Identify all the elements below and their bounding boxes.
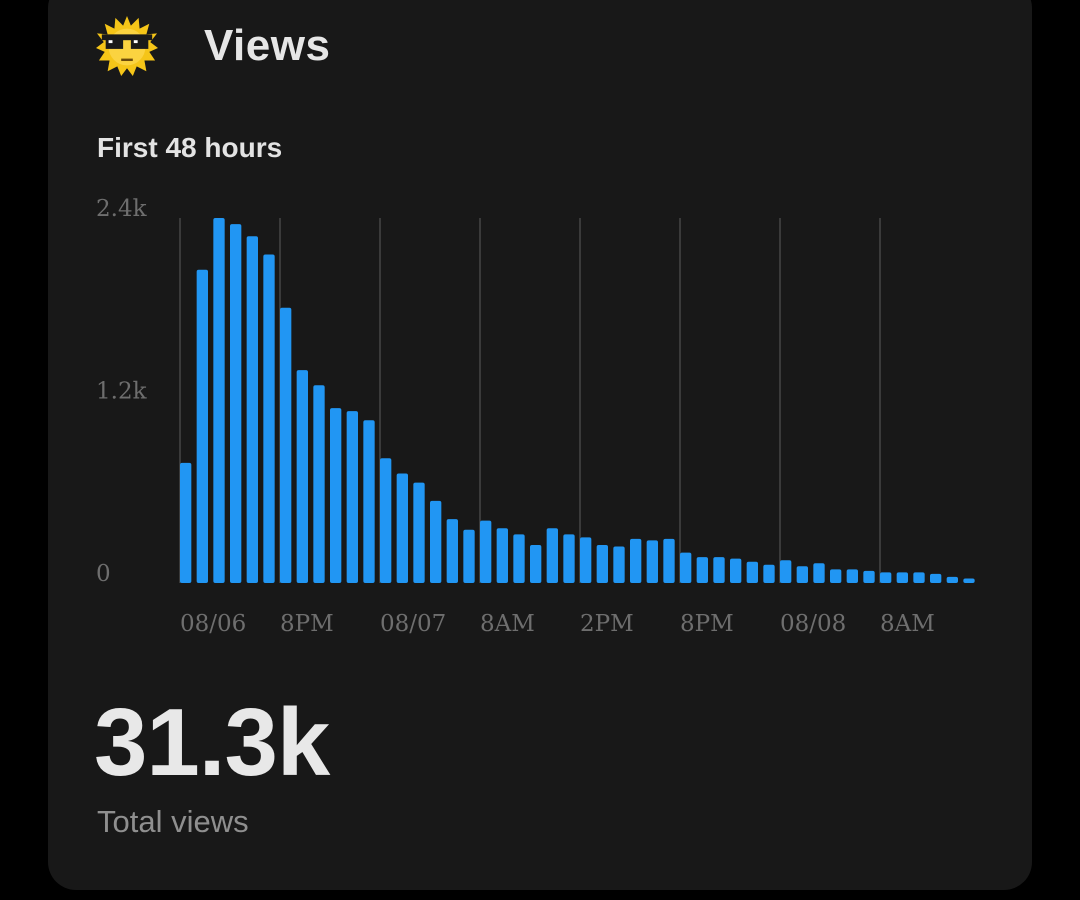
bar	[780, 560, 792, 583]
sunglasses-sun-icon	[96, 15, 158, 77]
views-card	[48, 0, 1032, 890]
bar	[296, 370, 308, 583]
x-tick-label: 8PM	[280, 611, 334, 637]
bar	[213, 218, 225, 583]
bar	[530, 544, 542, 583]
card-title: Views	[204, 21, 331, 70]
bar	[513, 534, 525, 583]
views-bar-chart: 0 1.2k 2.4k 08/06 8PM 08/07 8AM 2PM 8PM 08/08 8AM	[96, 196, 975, 637]
bar	[330, 408, 342, 583]
y-tick-label: 1.2k	[96, 379, 148, 405]
bar	[263, 254, 275, 583]
bar	[380, 458, 392, 583]
bar	[613, 546, 625, 583]
bar	[846, 569, 858, 583]
chart-title: First 48 hours	[97, 132, 283, 163]
x-axis-labels: 08/06 8PM 08/07 8AM 2PM 8PM 08/08 8AM	[180, 611, 935, 637]
x-tick-label: 08/07	[380, 611, 446, 637]
bar	[763, 564, 775, 583]
bar	[713, 557, 725, 583]
total-views-label: Total views	[97, 804, 249, 839]
bar	[246, 236, 258, 583]
y-tick-label: 2.4k	[96, 196, 148, 222]
bar	[813, 563, 825, 583]
bar	[963, 578, 975, 583]
bar	[463, 529, 475, 583]
bar	[913, 572, 925, 583]
y-axis-labels: 0 1.2k 2.4k	[96, 196, 148, 587]
bar	[946, 576, 958, 583]
bar	[930, 573, 942, 583]
card-header: Views	[96, 14, 330, 78]
bar	[596, 544, 608, 583]
x-tick-label: 8AM	[480, 611, 535, 637]
x-tick-label: 2PM	[580, 611, 634, 637]
x-tick-label: 08/08	[780, 611, 846, 637]
bar	[646, 540, 658, 583]
total-views-value: 31.3k	[94, 689, 330, 796]
bar	[313, 385, 325, 583]
x-tick-label: 8PM	[680, 611, 734, 637]
bar	[563, 534, 575, 583]
bar	[746, 561, 758, 583]
bar	[546, 528, 558, 583]
y-tick-label: 0	[96, 561, 111, 587]
bar	[180, 462, 192, 583]
bar	[880, 572, 892, 583]
bar	[446, 519, 458, 583]
bar	[630, 538, 642, 583]
bar	[663, 538, 675, 583]
bar	[863, 570, 875, 583]
bar	[496, 528, 508, 583]
bar	[580, 537, 592, 583]
bar	[196, 269, 208, 583]
x-tick-label: 8AM	[880, 611, 935, 637]
bar	[396, 473, 408, 583]
bar	[346, 411, 358, 583]
chart-bars	[180, 218, 975, 584]
bar	[896, 572, 908, 583]
bar	[680, 552, 692, 583]
bar	[480, 520, 492, 583]
x-tick-label: 08/06	[180, 611, 246, 637]
bar	[230, 224, 242, 584]
bar	[696, 557, 708, 583]
bar	[363, 420, 375, 583]
bar	[730, 558, 742, 583]
bar	[830, 569, 842, 583]
bar	[796, 566, 808, 583]
bar	[430, 500, 442, 583]
bar	[413, 482, 425, 583]
bar	[280, 307, 292, 583]
